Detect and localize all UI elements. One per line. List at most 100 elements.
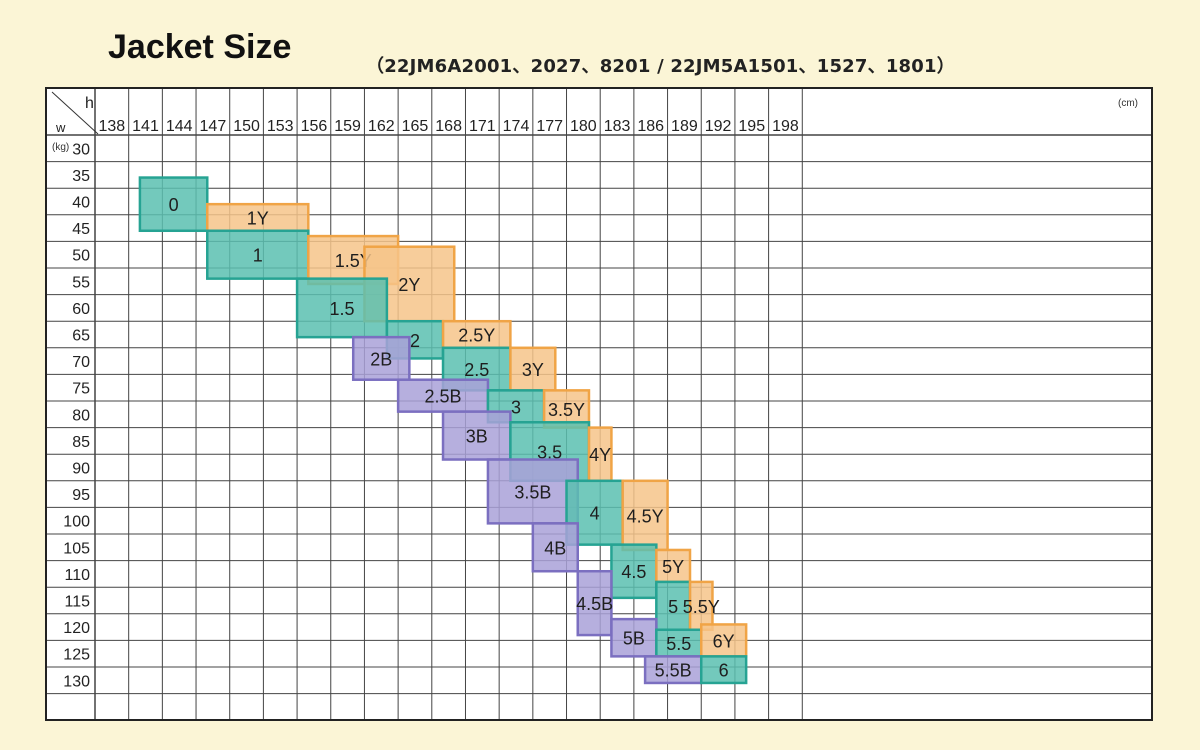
size-region-label: 2Y — [398, 275, 420, 295]
size-region-box — [610, 617, 658, 658]
size-region-5-5y: 5.5Y — [683, 580, 720, 632]
size-region-5b: 5B — [610, 617, 658, 658]
size-region-box — [138, 176, 209, 233]
size-region-box — [295, 277, 389, 339]
size-region-2-5y: 2.5Y — [441, 319, 512, 350]
size-region-box — [576, 569, 613, 637]
x-tick-label: 144 — [166, 118, 193, 135]
size-region-label: 2.5Y — [458, 326, 495, 346]
size-region-label: 0 — [169, 195, 179, 215]
y-tick-label: 60 — [72, 301, 90, 318]
h-axis-corner-label: h — [85, 95, 94, 112]
size-region-label: 5B — [623, 629, 645, 649]
size-region-label: 6Y — [713, 631, 735, 651]
y-tick-label: 35 — [72, 168, 90, 185]
size-region-2-5b: 2.5B — [396, 378, 490, 413]
size-region-label: 5.5Y — [683, 597, 720, 617]
size-region-box — [531, 522, 579, 573]
size-region-2b: 2B — [351, 335, 411, 381]
size-region-3-5b: 3.5B — [486, 458, 579, 525]
size-region-box — [206, 229, 310, 280]
y-tick-label: 75 — [72, 381, 90, 398]
x-tick-label: 186 — [637, 118, 664, 135]
size-region-5-5b: 5.5B — [643, 655, 703, 685]
x-tick-label: 141 — [132, 118, 159, 135]
y-tick-label: 100 — [63, 514, 90, 531]
size-region-box — [351, 335, 411, 381]
x-axis-unit: (cm) — [1118, 98, 1138, 109]
size-region-4-5b: 4.5B — [576, 569, 613, 637]
chart-title: Jacket Size — [108, 28, 292, 66]
x-tick-label: 192 — [705, 118, 732, 135]
size-region-label: 4.5B — [576, 594, 613, 614]
size-region-0: 0 — [138, 176, 209, 233]
size-region-box — [621, 479, 669, 552]
w-axis-corner-label: w — [55, 120, 66, 135]
x-tick-label: 153 — [267, 118, 294, 135]
x-tick-label: 147 — [200, 118, 227, 135]
size-region-label: 4Y — [589, 445, 611, 465]
size-region-3-5y: 3.5Y — [542, 389, 591, 429]
y-tick-label: 55 — [72, 274, 90, 291]
size-region-label: 2B — [370, 349, 392, 369]
x-tick-label: 189 — [671, 118, 698, 135]
size-region-label: 5Y — [662, 557, 684, 577]
size-region-label: 2 — [410, 331, 420, 351]
size-region-label: 2.5 — [464, 360, 489, 380]
x-tick-label: 162 — [368, 118, 395, 135]
y-axis-unit: (kg) — [52, 142, 69, 153]
size-region-label: 5 — [668, 597, 678, 617]
size-region-box — [441, 319, 512, 350]
size-region-label: 4.5Y — [627, 506, 664, 526]
size-region-label: 1.5 — [329, 299, 354, 319]
x-tick-label: 183 — [604, 118, 631, 135]
x-tick-label: 165 — [402, 118, 429, 135]
corner-diagonal — [51, 91, 99, 135]
y-tick-label: 105 — [63, 540, 90, 557]
y-tick-label: 80 — [72, 407, 90, 424]
size-regions: 0 1Y 1 1.5Y 2Y 1.5 2 2.5Y 2B 2.5 3Y 2.5B 3 3.5Y 3B 3.5 4… — [138, 176, 748, 685]
size-region-label: 1Y — [247, 208, 269, 228]
size-region-label: 3B — [466, 427, 488, 447]
y-tick-label: 50 — [72, 248, 90, 265]
axes: h w (cm) (kg) 138 141 144 147 150 153 156 159 16… — [51, 91, 1138, 690]
y-tick-label: 85 — [72, 434, 90, 451]
x-tick-label: 138 — [98, 118, 125, 135]
size-region-4y: 4Y — [587, 426, 613, 483]
size-region-label: 3.5 — [537, 443, 562, 463]
y-tick-label: 130 — [63, 673, 90, 690]
chart-frame — [45, 87, 1153, 721]
x-tick-label: 168 — [435, 118, 462, 135]
x-tick-label: 195 — [738, 118, 765, 135]
y-tick-label: 110 — [64, 567, 90, 584]
size-region-label: 3.5B — [514, 482, 551, 502]
x-tick-label: 156 — [301, 118, 328, 135]
size-region-1: 1 — [206, 229, 310, 280]
x-tick-label: 174 — [503, 118, 530, 135]
size-region-6y: 6Y — [699, 623, 748, 658]
size-region-6: 6 — [699, 655, 748, 685]
x-tick-label: 177 — [536, 118, 563, 135]
y-tick-label: 45 — [72, 221, 90, 238]
y-tick-label: 40 — [72, 195, 90, 212]
y-tick-label: 90 — [72, 461, 90, 478]
grid — [46, 88, 1152, 720]
size-region-1-5: 1.5 — [295, 277, 389, 339]
size-region-label: 5.5B — [655, 661, 692, 681]
y-tick-label: 115 — [64, 594, 90, 611]
y-tick-label: 70 — [72, 354, 90, 371]
x-tick-label: 159 — [334, 118, 361, 135]
size-region-label: 2.5B — [425, 387, 462, 407]
size-region-1y: 1Y — [206, 202, 310, 233]
model-numbers: （22JM6A2001、2027、8201 / 22JM5A1501、1527、… — [366, 56, 955, 77]
size-region-3b: 3B — [441, 410, 512, 461]
size-region-4b: 4B — [531, 522, 579, 573]
size-region-label: 1.5Y — [335, 251, 372, 271]
size-region-label: 5.5 — [666, 634, 691, 654]
size-region-5-5: 5.5 — [655, 628, 703, 658]
size-region-5y: 5Y — [655, 548, 692, 584]
size-region-box — [655, 628, 703, 658]
size-region-label: 3.5Y — [548, 400, 585, 420]
size-region-label: 4 — [590, 504, 600, 524]
